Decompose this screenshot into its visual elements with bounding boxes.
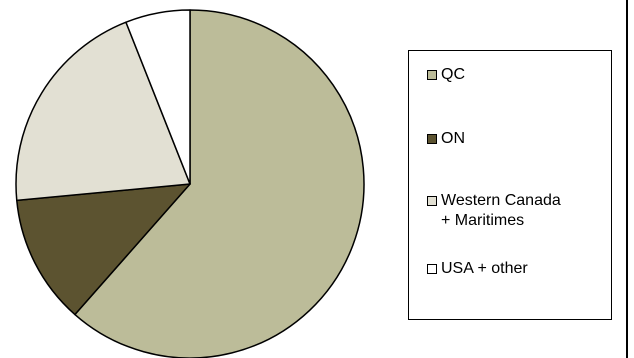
legend-label-qc: QC bbox=[441, 66, 465, 83]
legend-item-qc: QC bbox=[427, 65, 465, 85]
pie-slice-western-canada-maritimes bbox=[15, 21, 191, 202]
frame-edge bbox=[626, 0, 628, 358]
legend-item-on: ON bbox=[427, 129, 465, 149]
pie-slice-on bbox=[16, 183, 191, 316]
pie-plot bbox=[15, 9, 365, 358]
chart-legend: QC ON Western Canada + Maritimes USA + o… bbox=[408, 50, 612, 320]
legend-swatch-on bbox=[427, 134, 437, 144]
legend-swatch-western-canada bbox=[427, 196, 437, 206]
pie-slice-qc bbox=[74, 9, 365, 358]
legend-label-on: ON bbox=[441, 130, 465, 147]
pie-slice-usa-other bbox=[125, 9, 191, 185]
legend-item-western-canada: Western Canada + Maritimes bbox=[427, 191, 561, 231]
legend-swatch-qc bbox=[427, 70, 437, 80]
legend-label-western-canada: Western Canada + Maritimes bbox=[441, 192, 561, 229]
legend-swatch-usa-other bbox=[427, 264, 437, 274]
legend-label-usa-other: USA + other bbox=[441, 260, 528, 277]
legend-item-usa-other: USA + other bbox=[427, 259, 528, 279]
